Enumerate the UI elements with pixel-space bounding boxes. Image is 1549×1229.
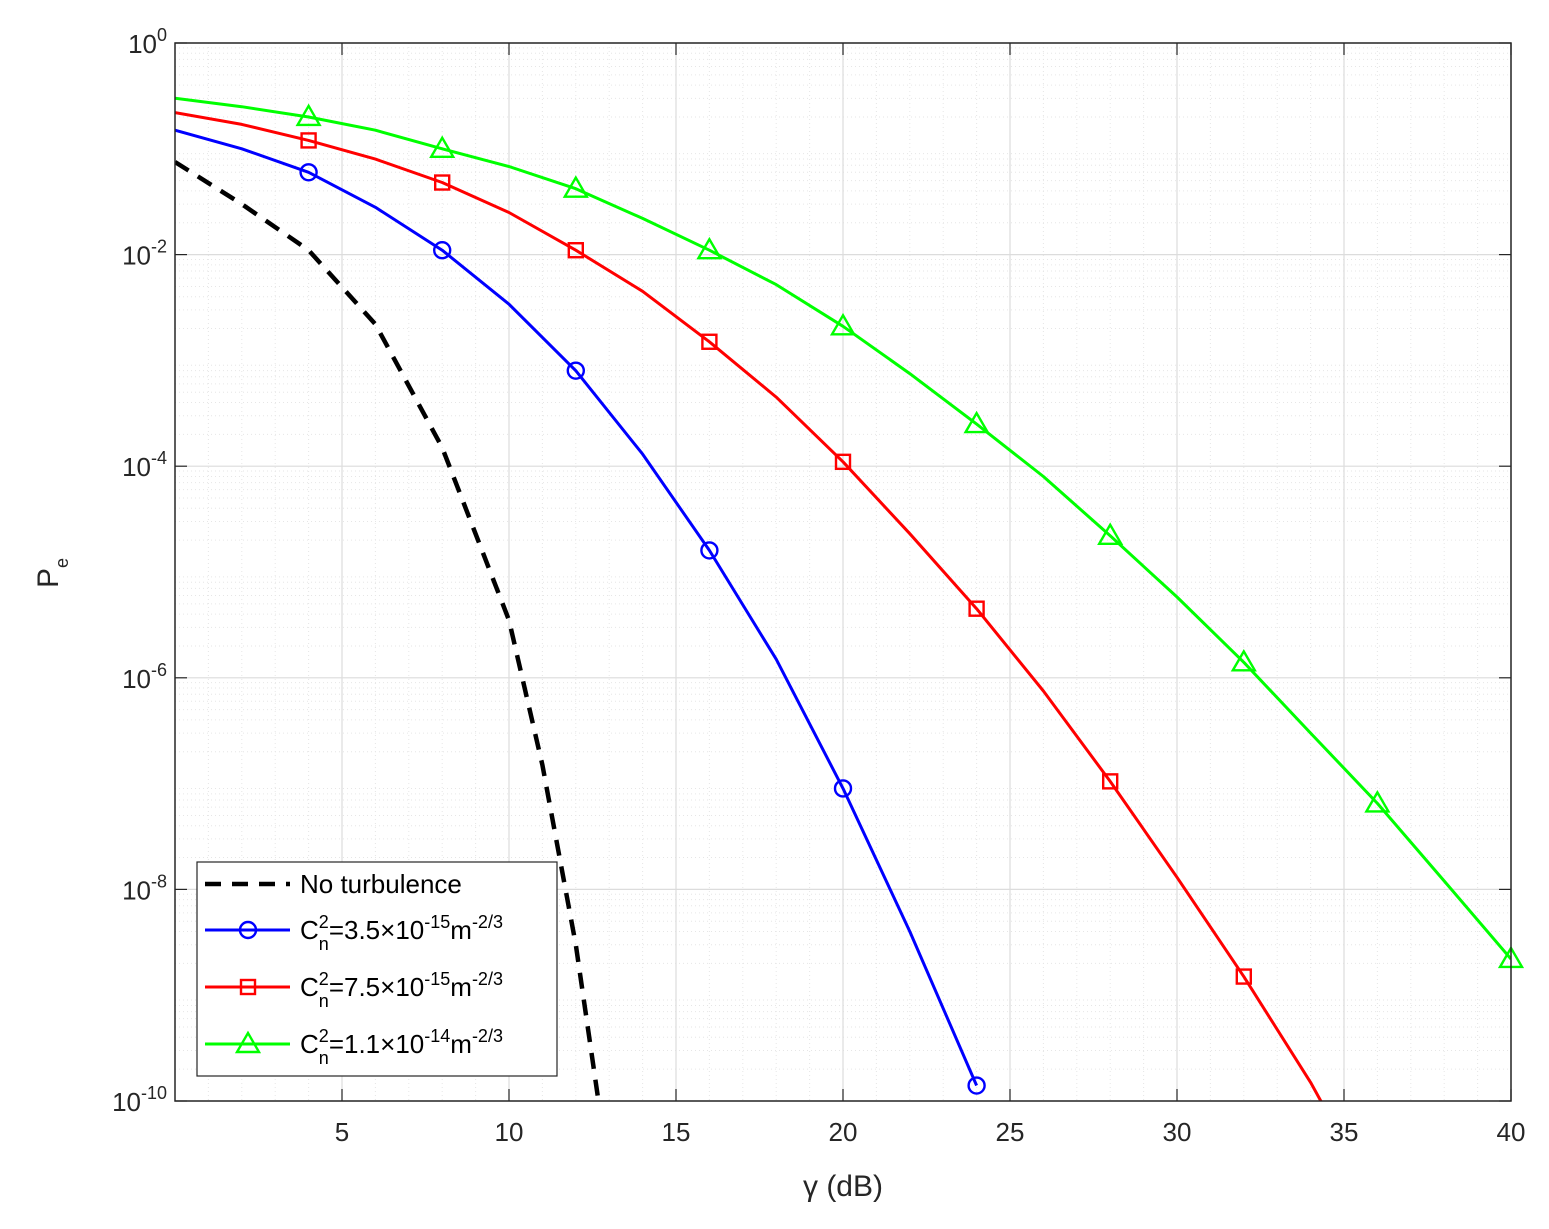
data-point-series-2 [701,333,718,350]
data-point-series-1 [700,541,719,560]
data-point-series-2 [1235,968,1253,985]
legend-marker-2 [239,978,257,996]
data-point-series-1 [833,779,853,798]
data-point-series-3 [429,135,456,159]
x-tick-label: 20 [829,1117,858,1147]
y-tick-label: 10-8 [122,871,167,905]
series-line-2 [175,111,1323,1101]
marker-layer [295,103,1525,1095]
data-point-series-3 [696,236,723,260]
y-tick-label: 10-2 [122,237,167,271]
legend-label-3: C2 n=1.1×10-14m-2/3 [300,1026,503,1068]
x-axis-label: γ (dB) [803,1170,883,1203]
x-tick-label: 5 [335,1117,349,1147]
x-tick-label: 15 [662,1117,691,1147]
y-tick-label: 100 [128,25,167,59]
x-tick-label: 25 [996,1117,1025,1147]
data-point-series-2 [434,174,451,191]
legend-box [196,861,558,1077]
ticks: 5 10 15 20 25 30 35 40 100 10-2 10-4 10-6 10-8 10-10 [112,25,1525,1147]
series-line-3 [175,96,1511,960]
data-point-series-1 [967,1076,986,1095]
data-point-series-3 [295,103,322,127]
data-point-series-3 [1364,789,1391,813]
data-point-series-3 [1230,648,1257,672]
legend-label-2: C2 n=7.5×10-15m-2/3 [300,969,503,1011]
legend-label-0: No turbulence [300,869,462,899]
legend-label-1: C2 n=3.5×10-15m-2/3 [300,912,503,954]
legend-marker-1 [238,920,258,940]
legend-marker-3 [234,1030,262,1054]
y-axis-label-subscript: e [52,558,72,568]
data-point-series-1 [299,163,318,182]
series-line-1 [175,128,978,1087]
data-point-series-2 [1101,773,1119,790]
data-point-series-1 [566,361,585,380]
x-tick-label: 40 [1497,1117,1526,1147]
data-point-series-2 [300,132,317,149]
grid [175,42,1512,1102]
x-tick-label: 35 [1330,1117,1359,1147]
y-axis-label-main: P [32,568,65,588]
data-point-series-3 [1097,522,1124,545]
data-point-series-3 [829,312,857,336]
x-tick-label: 30 [1163,1117,1192,1147]
data-point-series-2 [834,453,852,471]
series-layer [175,96,1511,1101]
y-tick-label: 10-10 [112,1083,167,1117]
data-point-series-2 [567,242,584,259]
data-point-series-3 [963,410,990,434]
y-tick-label: 10-4 [122,448,167,482]
data-point-series-1 [433,241,452,260]
y-axis-label: Pe [32,558,72,588]
y-tick-label: 10-6 [122,660,167,694]
data-point-series-2 [968,600,985,617]
legend: No turbulence C2 n=3.5×10-15m-2/3 C2 n=7.5×1… [196,861,558,1077]
x-tick-label: 10 [495,1117,524,1147]
data-point-series-3 [562,175,589,198]
